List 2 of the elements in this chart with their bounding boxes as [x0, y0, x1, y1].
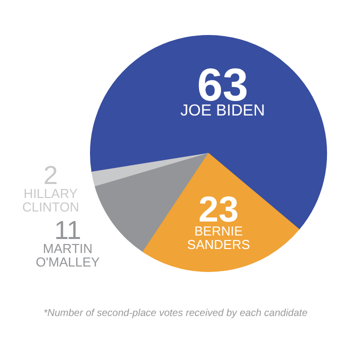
- text: *Number of second-place votes received by each candidate: [43, 308, 308, 319]
- slice-label: JOE BIDEN: [180, 102, 265, 120]
